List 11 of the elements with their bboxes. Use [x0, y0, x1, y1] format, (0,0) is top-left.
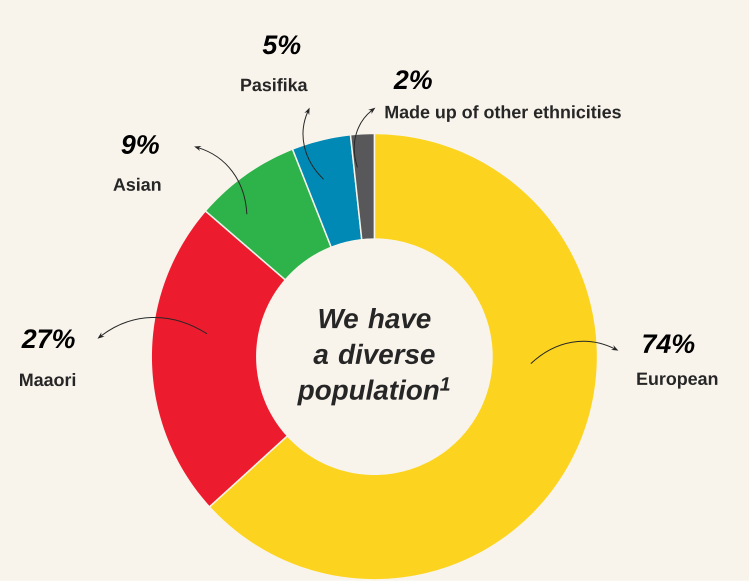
slice-label: Maaori: [20, 373, 76, 386]
slice-label: Asian: [113, 178, 160, 191]
data-label: 27%: [21, 329, 75, 348]
data-label: 5%: [262, 35, 300, 54]
slice-label: Pasifika: [241, 78, 308, 92]
slice-label: European: [637, 372, 718, 389]
data-label: 2%: [393, 70, 432, 90]
data-label: 74%: [643, 334, 694, 354]
text: We have a diverse population$^{1}$: [297, 308, 450, 406]
data-label: 9%: [122, 135, 159, 154]
slice-label: Made up of other ethnicities: [385, 105, 621, 122]
